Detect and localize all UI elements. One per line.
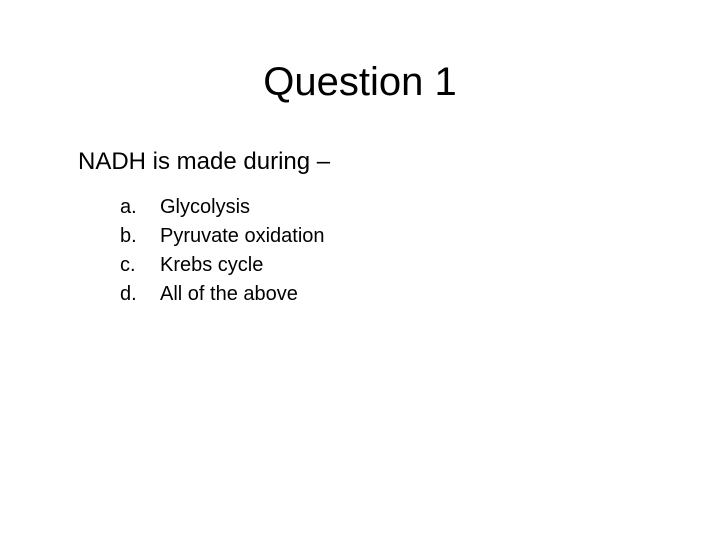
- option-letter: b.: [120, 225, 160, 248]
- option-text: All of the above: [160, 283, 325, 306]
- option-item: c. Krebs cycle: [120, 254, 325, 277]
- option-text: Pyruvate oxidation: [160, 225, 325, 248]
- question-stem: NADH is made during –: [78, 148, 330, 176]
- option-text: Krebs cycle: [160, 254, 325, 277]
- option-letter: a.: [120, 196, 160, 219]
- option-letter: d.: [120, 283, 160, 306]
- option-text: Glycolysis: [160, 196, 325, 219]
- question-title: Question 1: [0, 60, 720, 105]
- options-list: a. Glycolysis b. Pyruvate oxidation c. K…: [120, 196, 325, 312]
- option-item: b. Pyruvate oxidation: [120, 225, 325, 248]
- option-item: d. All of the above: [120, 283, 325, 306]
- option-letter: c.: [120, 254, 160, 277]
- option-item: a. Glycolysis: [120, 196, 325, 219]
